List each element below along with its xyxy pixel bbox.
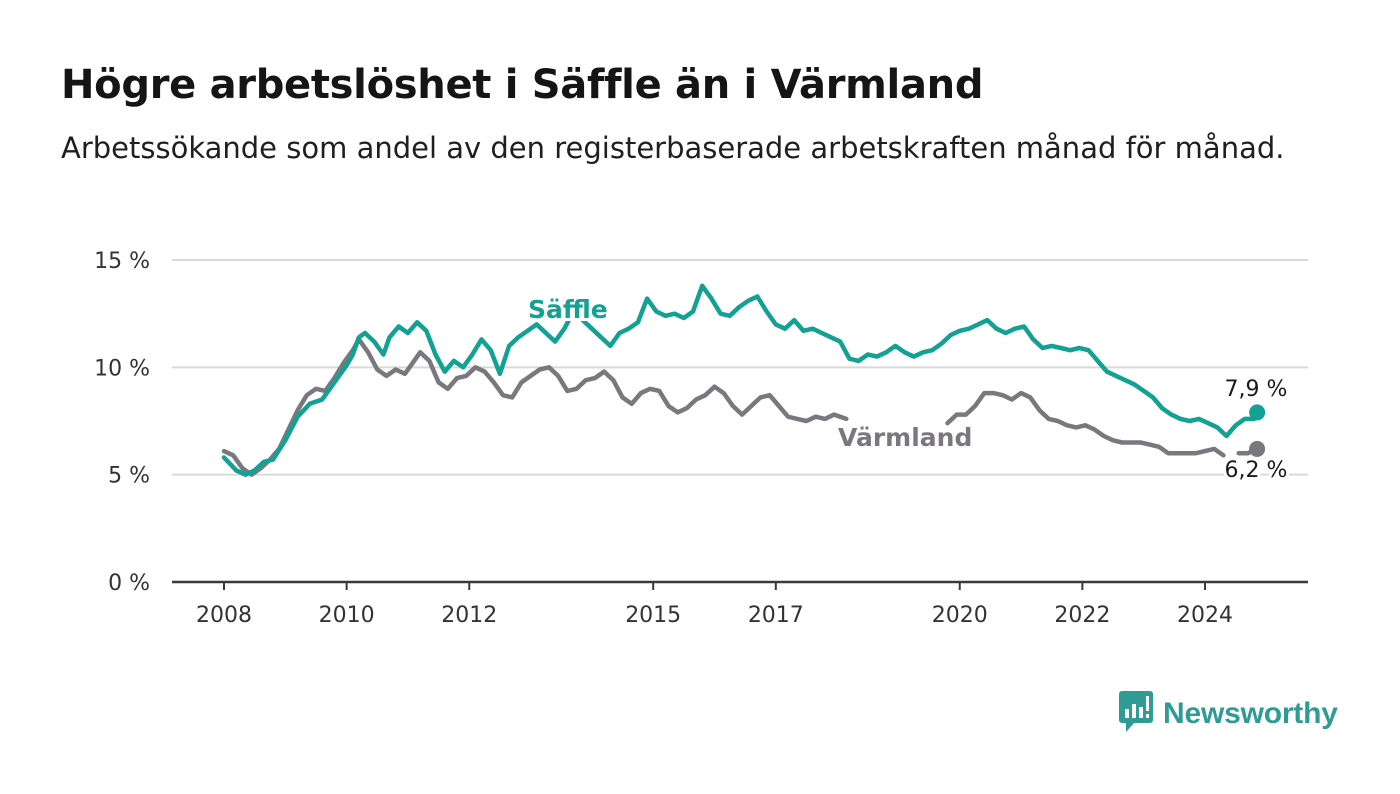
series-label-saffle: Säffle [528,295,608,324]
series-lines [221,283,1266,477]
series-end-dot [1249,440,1266,457]
end-value-label-varmland: 6,2 % [1225,458,1288,483]
y-tick-label: 15 % [94,249,150,274]
y-tick-label: 10 % [94,356,150,381]
x-tick-label: 2024 [1177,603,1233,628]
chart-title: Högre arbetslöshet i Säffle än i Värmlan… [61,62,984,108]
y-tick-label: 0 % [108,571,150,596]
y-axis-ticks: 0 % 5 % 10 % 15 % [94,249,150,596]
x-axis-ticks: 2008 2010 2012 2015 2017 2020 2022 2024 [196,582,1233,628]
series-line-saffle [221,283,1260,477]
x-tick-label: 2015 [625,603,681,628]
series-end-dot [1249,404,1266,421]
x-tick-label: 2012 [441,603,497,628]
y-tick-label: 5 % [108,464,150,489]
series-line-varmland [945,390,1226,458]
gridlines [172,259,1308,584]
x-tick-label: 2017 [748,603,804,628]
brand-name: Newsworthy [1163,697,1338,730]
line-chart: 0 %5 %10 %15 % 2008 2010 2012 2015 2017 2020 2… [94,249,1308,628]
series-line-varmland [221,337,849,477]
x-tick-label: 2010 [319,603,375,628]
bar-chart-speech-bubble-icon [1118,690,1154,738]
newsworthy-logo: Newsworthy [1118,690,1338,738]
series-label-varmland: Värmland [838,423,972,452]
end-value-label-saffle: 7,9 % [1225,377,1288,402]
x-tick-label: 2022 [1054,603,1110,628]
series-labels: Säffle Värmland 7,9 % 6,2 % [525,292,1290,486]
chart-subtitle: Arbetssökande som andel av den registerb… [61,131,1285,165]
x-tick-label: 2020 [932,603,988,628]
x-tick-label: 2008 [196,603,252,628]
